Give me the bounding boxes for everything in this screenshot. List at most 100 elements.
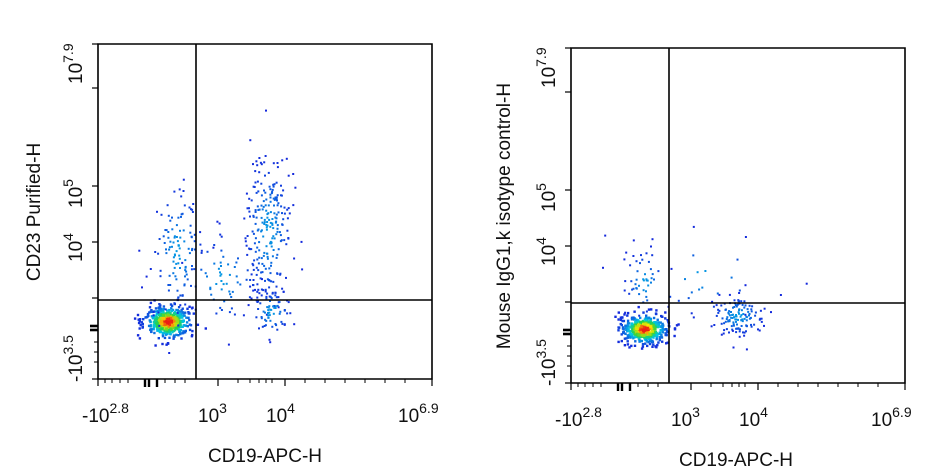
event-dot xyxy=(289,312,292,315)
event-dot xyxy=(642,289,645,292)
event-dot xyxy=(245,192,248,195)
event-dot xyxy=(656,318,659,321)
event-dot xyxy=(171,228,174,231)
event-dot xyxy=(677,323,680,326)
event-dot xyxy=(269,319,272,322)
event-dot xyxy=(285,157,288,160)
event-dot xyxy=(637,323,641,328)
event-dot xyxy=(162,313,166,317)
event-dot xyxy=(626,311,630,315)
event-dot xyxy=(246,269,249,272)
event-dot xyxy=(621,326,625,329)
event-dots xyxy=(602,225,808,351)
event-dot xyxy=(257,262,260,265)
event-dot xyxy=(728,314,731,317)
event-dot xyxy=(730,276,733,279)
event-dot xyxy=(648,340,652,343)
event-dot xyxy=(250,199,253,202)
event-dot xyxy=(256,283,259,286)
event-dot xyxy=(759,317,762,320)
event-dot xyxy=(280,320,283,323)
event-dot xyxy=(738,312,740,315)
event-dot xyxy=(183,240,186,243)
event-dot xyxy=(188,323,192,326)
event-dot xyxy=(258,256,261,259)
event-dot xyxy=(227,263,230,266)
event-dot xyxy=(657,321,660,324)
event-dot xyxy=(662,324,665,327)
event-dot xyxy=(188,305,191,308)
event-dot xyxy=(259,161,262,164)
event-dot xyxy=(179,267,181,269)
event-dot xyxy=(638,314,641,317)
event-dot xyxy=(263,221,266,224)
event-dot xyxy=(277,306,280,309)
event-dot xyxy=(258,249,261,252)
event-dot xyxy=(158,306,161,309)
event-dot xyxy=(172,337,175,340)
event-dot xyxy=(640,339,643,343)
event-dot xyxy=(159,275,162,278)
event-dot xyxy=(265,319,268,322)
event-dot xyxy=(262,254,265,257)
event-dot xyxy=(271,255,274,258)
x-tick-label: 106.9 xyxy=(398,400,439,427)
event-dot xyxy=(643,333,647,337)
event-dot xyxy=(275,213,278,216)
event-dot xyxy=(158,328,162,331)
event-dot xyxy=(145,316,148,319)
event-dot xyxy=(280,205,283,208)
event-dot xyxy=(278,301,281,303)
event-dot xyxy=(637,305,640,309)
event-dot xyxy=(187,247,190,250)
event-dot xyxy=(738,309,740,312)
event-dot xyxy=(229,293,232,296)
event-dot xyxy=(152,314,155,317)
event-dot xyxy=(263,161,266,164)
event-dot xyxy=(220,249,223,252)
event-dot xyxy=(248,210,251,213)
event-dot xyxy=(191,265,193,267)
event-dot xyxy=(625,328,628,331)
event-dot xyxy=(728,320,731,323)
event-dot xyxy=(639,325,643,329)
event-dot xyxy=(648,342,652,346)
event-dot xyxy=(218,222,221,225)
event-dot xyxy=(212,246,215,249)
event-dot xyxy=(156,210,158,213)
event-dot xyxy=(138,318,142,321)
event-dot xyxy=(154,310,157,313)
event-dot xyxy=(744,284,747,287)
event-dot xyxy=(739,315,742,318)
event-dot xyxy=(713,324,716,326)
event-dot xyxy=(623,258,626,261)
event-dot xyxy=(225,282,228,285)
event-dot xyxy=(220,309,223,311)
event-dot xyxy=(627,322,630,325)
event-dot xyxy=(189,224,192,227)
event-dot xyxy=(635,335,638,339)
event-dot xyxy=(179,304,182,307)
event-dot xyxy=(276,230,279,233)
event-dot xyxy=(184,311,187,314)
event-dot xyxy=(149,328,153,331)
event-dot xyxy=(184,266,187,269)
event-dot xyxy=(637,336,640,339)
event-dot xyxy=(271,325,274,328)
event-dot xyxy=(256,296,259,299)
event-dot xyxy=(645,339,649,342)
event-dot xyxy=(648,335,651,338)
event-dot xyxy=(146,312,150,316)
event-dot xyxy=(735,314,737,316)
event-dot xyxy=(735,315,738,318)
event-dot xyxy=(174,326,178,330)
event-dot xyxy=(645,295,648,298)
event-dot xyxy=(259,277,262,280)
event-dot xyxy=(271,190,274,193)
event-dot xyxy=(272,185,275,188)
event-dot xyxy=(152,324,156,327)
event-dot xyxy=(249,215,251,218)
event-dot xyxy=(279,234,282,237)
event-dot xyxy=(220,280,223,282)
event-dot xyxy=(220,235,223,238)
